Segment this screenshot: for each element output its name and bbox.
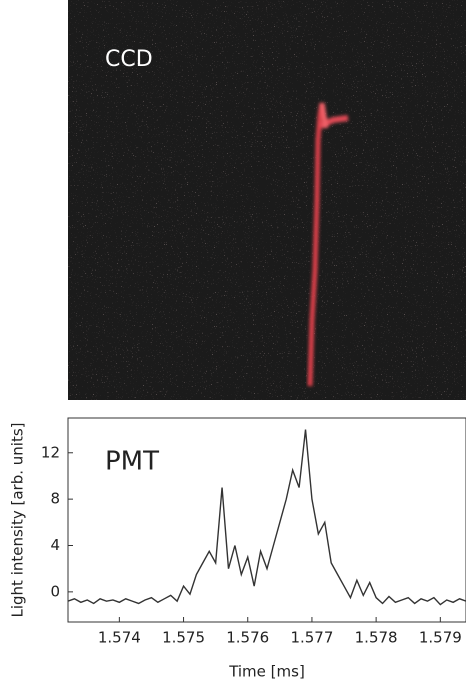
x-tick-label: 1.575: [162, 629, 205, 647]
pmt-signal: [67, 429, 466, 606]
ccd-label: CCD: [105, 47, 153, 72]
y-tick-label: 4: [50, 536, 60, 554]
x-tick-label: 1.578: [355, 629, 398, 647]
x-tick-label: 1.574: [98, 629, 141, 647]
ccd-image: CCD: [68, 0, 466, 400]
y-tick-label: 8: [50, 490, 60, 508]
ccd-streak: [307, 102, 349, 387]
y-tick-label: 12: [41, 443, 60, 461]
x-tick-label: 1.577: [290, 629, 333, 647]
x-axis-label: Time [ms]: [228, 663, 305, 681]
y-axis-label: Light intensity [arb. units]: [9, 423, 27, 618]
pmt-label: PMT: [105, 447, 159, 477]
plot-frame: [67, 417, 466, 623]
y-tick-label: 0: [50, 582, 60, 600]
ccd-noise: [68, 0, 466, 400]
x-tick-label: 1.576: [226, 629, 269, 647]
x-tick-label: 1.579: [419, 629, 462, 647]
